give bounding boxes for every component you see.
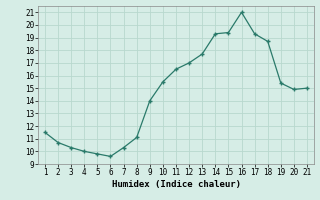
X-axis label: Humidex (Indice chaleur): Humidex (Indice chaleur)	[111, 180, 241, 189]
